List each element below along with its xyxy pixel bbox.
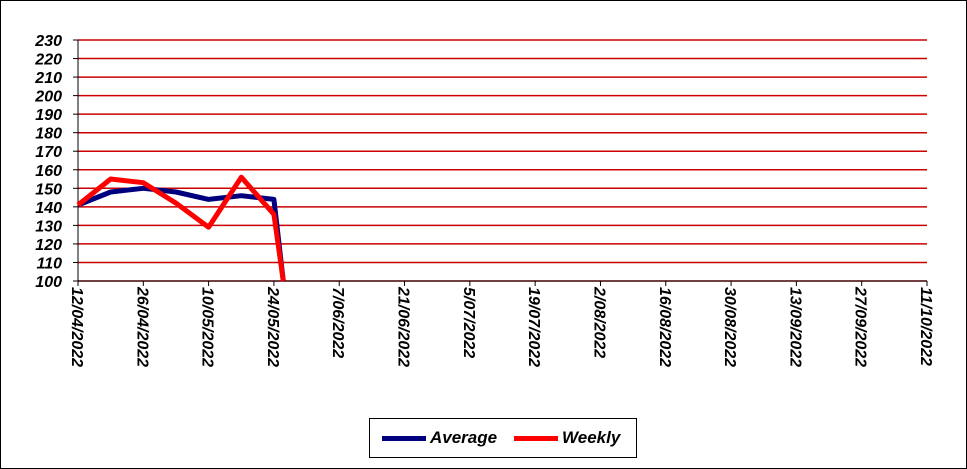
- series-line-average: [77, 185, 286, 282]
- x-tick-label-7: 19/07/2022: [525, 287, 542, 367]
- x-tick-label-0: 12/04/2022: [68, 287, 85, 367]
- x-tick-label-3: 24/05/2022: [264, 286, 281, 367]
- legend-label-average: Average: [430, 428, 498, 447]
- legend-label-weekly: Weekly: [562, 428, 621, 447]
- y-tick-label-170: 170: [35, 144, 62, 161]
- y-tick-label-190: 190: [35, 107, 62, 124]
- x-tick-label-8: 2/08/2022: [590, 286, 607, 358]
- y-tick-label-130: 130: [35, 218, 62, 235]
- legend: Average Weekly: [369, 418, 637, 458]
- x-tick-label-6: 5/07/2022: [460, 287, 477, 358]
- x-tick-label-2: 10/05/2022: [199, 287, 216, 367]
- x-tick-label-10: 30/08/2022: [721, 287, 738, 367]
- y-tick-label-150: 150: [35, 181, 62, 198]
- y-tick-label-230: 230: [34, 33, 62, 50]
- x-tick-label-1: 26/04/2022: [133, 286, 150, 367]
- y-tick-label-220: 220: [34, 52, 62, 69]
- x-tick-label-4: 7/06/2022: [329, 287, 346, 358]
- y-tick-label-140: 140: [35, 200, 62, 217]
- legend-item-average: Average: [382, 427, 497, 449]
- y-tick-label-200: 200: [34, 89, 62, 106]
- y-tick-label-210: 210: [34, 70, 62, 87]
- y-tick-label-160: 160: [35, 163, 62, 180]
- x-tick-label-5: 21/06/2022: [395, 286, 412, 367]
- y-tick-label-100: 100: [35, 274, 62, 291]
- x-tick-label-12: 27/09/2022: [852, 286, 869, 367]
- legend-swatch-average: [382, 435, 426, 441]
- x-tick-label-9: 16/08/2022: [656, 287, 673, 367]
- legend-item-weekly: Weekly: [514, 427, 620, 449]
- series-line-weekly: [76, 174, 286, 282]
- legend-swatch-weekly: [514, 435, 558, 441]
- y-tick-label-110: 110: [36, 255, 62, 272]
- x-tick-label-13: 11/10/2022: [917, 287, 934, 366]
- x-tick-label-11: 13/09/2022: [786, 287, 803, 367]
- y-tick-label-180: 180: [35, 126, 62, 143]
- y-tick-label-120: 120: [35, 237, 62, 254]
